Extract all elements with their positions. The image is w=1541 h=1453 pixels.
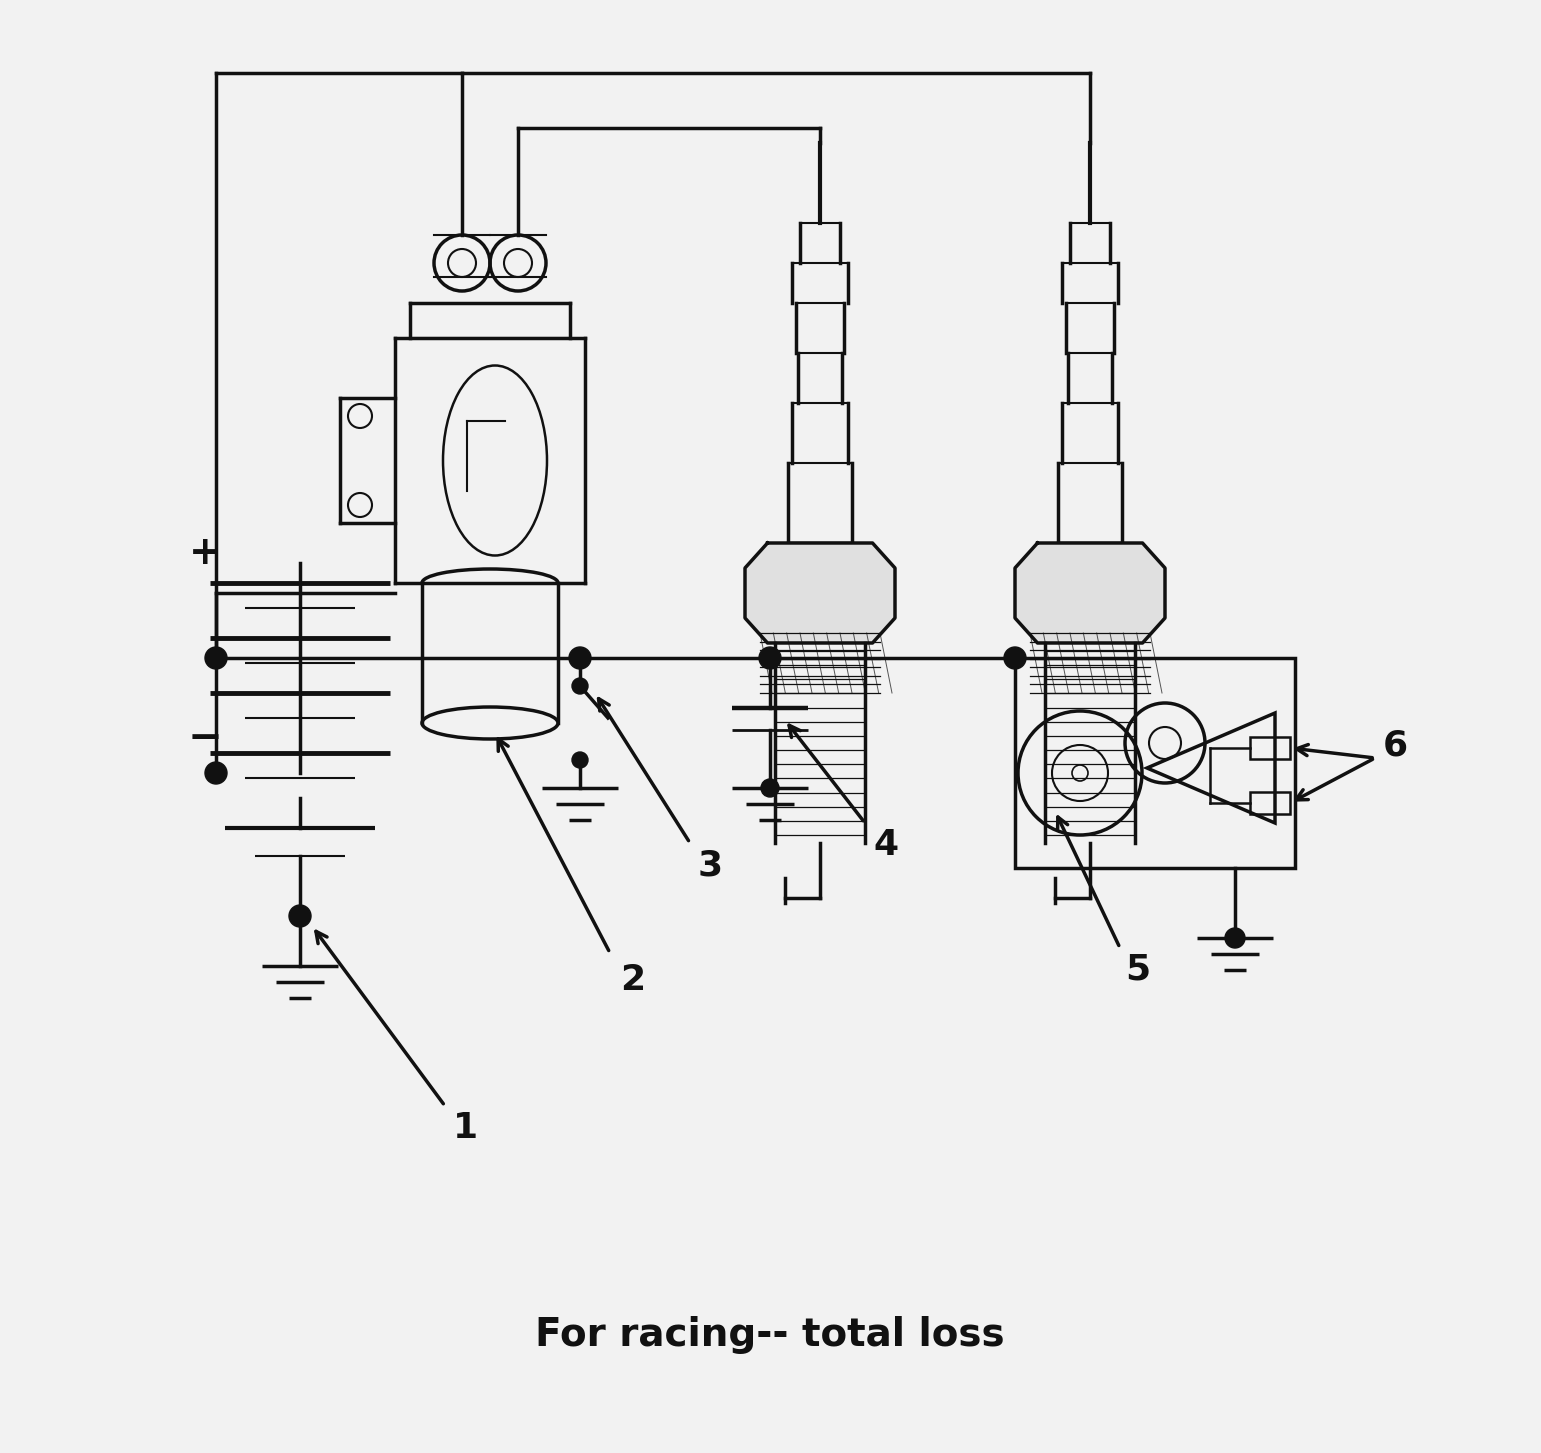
Polygon shape xyxy=(1016,543,1165,644)
Circle shape xyxy=(572,679,589,695)
Text: +: + xyxy=(188,535,222,572)
Circle shape xyxy=(761,779,780,798)
Text: 4: 4 xyxy=(874,828,898,862)
Bar xyxy=(1250,737,1290,758)
Text: 5: 5 xyxy=(1125,953,1150,987)
Circle shape xyxy=(569,647,592,668)
Circle shape xyxy=(760,647,781,668)
Text: 6: 6 xyxy=(1382,729,1408,763)
Circle shape xyxy=(1005,647,1026,668)
Circle shape xyxy=(290,905,311,927)
Circle shape xyxy=(205,647,227,668)
Text: 2: 2 xyxy=(619,963,646,997)
Text: 1: 1 xyxy=(453,1112,478,1145)
Text: −: − xyxy=(188,716,222,758)
Circle shape xyxy=(205,761,227,785)
Bar xyxy=(1016,658,1294,867)
Circle shape xyxy=(1225,928,1245,947)
Bar xyxy=(1250,792,1290,814)
Circle shape xyxy=(572,753,589,769)
Polygon shape xyxy=(744,543,895,644)
Text: 3: 3 xyxy=(698,849,723,882)
Text: For racing-- total loss: For racing-- total loss xyxy=(535,1316,1005,1354)
